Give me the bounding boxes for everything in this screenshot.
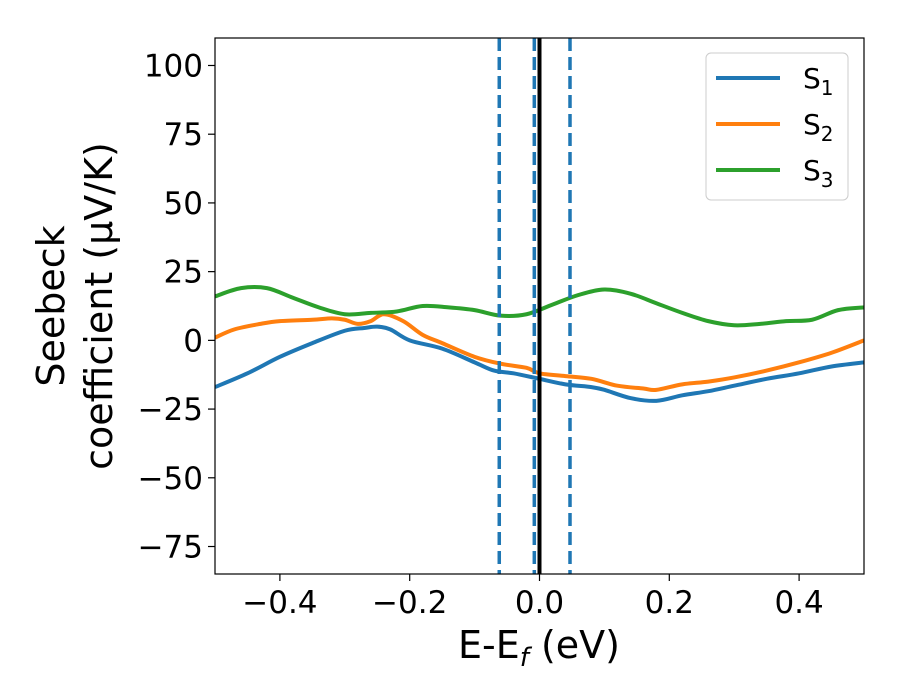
x-axis: −0.4 −0.2 0.0 0.2 0.4 (242, 574, 824, 621)
y-tick-label: 0 (183, 323, 203, 359)
y-tick-label: −50 (138, 461, 203, 497)
x-axis-label-tail: (eV) (529, 623, 620, 667)
legend-label-s1: S1 (803, 62, 834, 100)
x-tick-label: 0.4 (774, 585, 823, 621)
vline-layer (497, 38, 572, 574)
x-tick-label: −0.2 (372, 585, 447, 621)
y-tick-label: −25 (138, 392, 203, 428)
x-tick-label: −0.4 (242, 585, 317, 621)
legend-entries: S1 S2 S3 (716, 62, 834, 192)
y-axis-label-line1: Seebeck (29, 225, 73, 386)
x-axis-label-main: E-E (458, 623, 520, 667)
legend-box (705, 52, 849, 201)
x-tick-label: 0.2 (645, 585, 694, 621)
x-tick-label: 0.0 (515, 585, 564, 621)
legend: S1 S2 S3 (705, 52, 849, 201)
y-axis-label-line2: coefficient (μV/K) (77, 142, 121, 470)
y-tick-label: 25 (164, 255, 203, 291)
y-tick-label: 75 (164, 117, 203, 153)
y-tick-label: −75 (138, 530, 203, 566)
y-tick-label: 100 (144, 48, 203, 84)
legend-label-s2: S2 (803, 108, 834, 146)
x-axis-label: E-Ef (eV) (458, 623, 620, 673)
y-axis: −75 −50 −25 0 25 50 75 100 (138, 48, 215, 566)
series-line-s1 (215, 324, 864, 403)
legend-label-s3: S3 (803, 154, 834, 192)
y-tick-label: 50 (164, 186, 203, 222)
